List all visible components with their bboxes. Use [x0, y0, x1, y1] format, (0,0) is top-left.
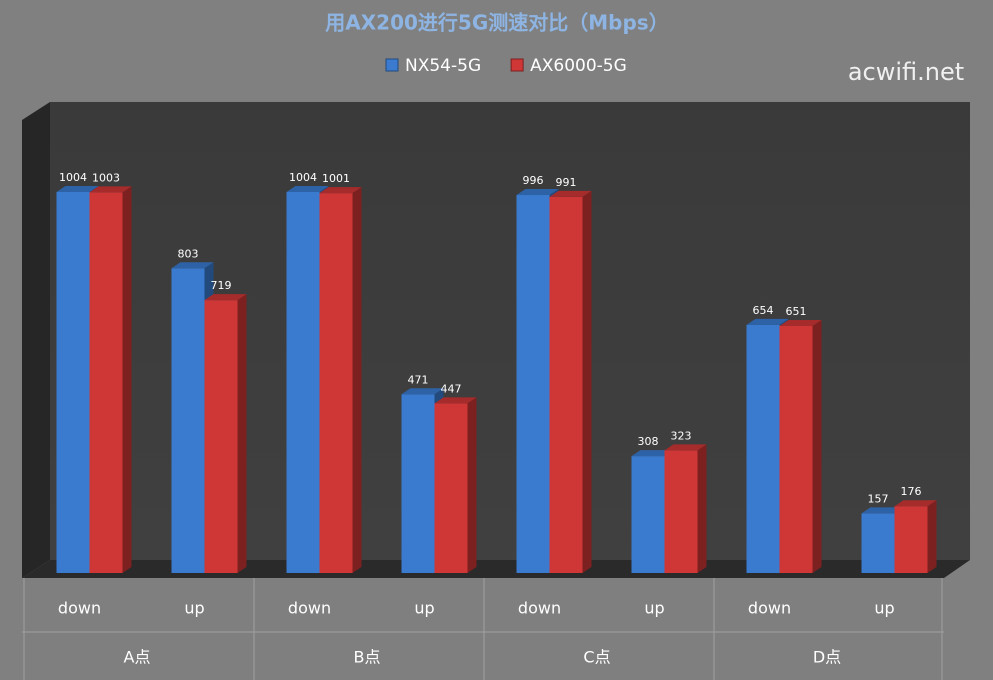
legend-label: AX6000-5G [530, 56, 627, 76]
x-tick-label: down [748, 599, 791, 618]
bar-front [894, 506, 928, 573]
x-tick-label: down [288, 599, 331, 618]
bar [894, 500, 937, 573]
data-label: 1004 [59, 171, 87, 184]
group-label: B点 [354, 648, 381, 667]
legend-label: NX54-5G [405, 56, 481, 76]
bar-front [171, 268, 205, 573]
bar-front [401, 394, 435, 573]
bar-top [861, 507, 904, 514]
bar-top [204, 294, 247, 301]
bar-top [894, 500, 937, 507]
bar-top [434, 397, 477, 404]
axis-area [22, 578, 944, 680]
group-label: D点 [813, 648, 841, 667]
back-wall [50, 102, 970, 560]
legend-swatch [385, 58, 399, 72]
side-wall [22, 102, 50, 578]
data-label: 157 [868, 492, 889, 505]
bar [664, 444, 707, 573]
bar-side [122, 186, 132, 573]
data-label: 996 [523, 174, 544, 187]
bar-top [631, 450, 674, 457]
bar-side [352, 187, 362, 574]
data-label: 176 [901, 485, 922, 498]
x-tick-label: down [58, 599, 101, 618]
bar-top [89, 186, 132, 193]
bar-side [812, 319, 822, 573]
bar-front [286, 192, 320, 573]
bar-top [516, 189, 559, 196]
data-label: 651 [786, 305, 807, 318]
data-label: 1003 [92, 171, 120, 184]
bar [89, 186, 132, 573]
data-label: 1001 [322, 172, 350, 185]
bar-side [697, 444, 707, 573]
bar-side [467, 397, 477, 573]
bar-top [779, 319, 822, 326]
watermark: acwifi.net [848, 58, 964, 86]
bar-top [319, 187, 362, 194]
bar-front [549, 196, 583, 573]
group-label: A点 [124, 648, 151, 667]
bar-front [779, 325, 813, 573]
bar-front [861, 513, 895, 573]
data-label: 447 [441, 382, 462, 395]
data-label: 654 [753, 304, 774, 317]
floor [22, 560, 970, 578]
bar-front [434, 403, 468, 573]
chart-title: 用AX200进行5G测速对比（Mbps） [325, 11, 668, 35]
bar [401, 388, 444, 573]
data-label: 471 [408, 373, 429, 386]
bar-top [664, 444, 707, 451]
group-label: C点 [583, 648, 610, 667]
bar-front [319, 193, 353, 574]
bar-side [237, 294, 247, 573]
bar-front [631, 456, 665, 573]
bar-top [401, 388, 444, 395]
bar [779, 319, 822, 573]
data-label: 1004 [289, 171, 317, 184]
bar [434, 397, 477, 573]
bar [549, 190, 592, 573]
bar-front [664, 450, 698, 573]
bar-top [746, 318, 789, 325]
bar-side [927, 500, 937, 573]
bar-top [549, 190, 592, 197]
data-label: 991 [556, 176, 577, 189]
data-label: 719 [211, 279, 232, 292]
bar [319, 187, 362, 574]
data-label: 323 [671, 429, 692, 442]
bar-top [286, 186, 329, 192]
bar-front [516, 195, 550, 573]
bar-front [56, 192, 90, 573]
data-label: 308 [638, 435, 659, 448]
x-tick-label: up [644, 599, 664, 618]
bar-front [204, 300, 238, 573]
x-tick-label: up [414, 599, 434, 618]
bar-side [582, 190, 592, 573]
x-tick-label: down [518, 599, 561, 618]
bar-front [89, 192, 123, 573]
legend-swatch [510, 58, 524, 72]
data-label: 803 [178, 247, 199, 260]
bar-top [56, 186, 99, 192]
x-tick-label: up [184, 599, 204, 618]
bar [204, 294, 247, 573]
x-tick-label: up [874, 599, 894, 618]
bar-top [171, 262, 214, 269]
bar-front [746, 324, 780, 573]
